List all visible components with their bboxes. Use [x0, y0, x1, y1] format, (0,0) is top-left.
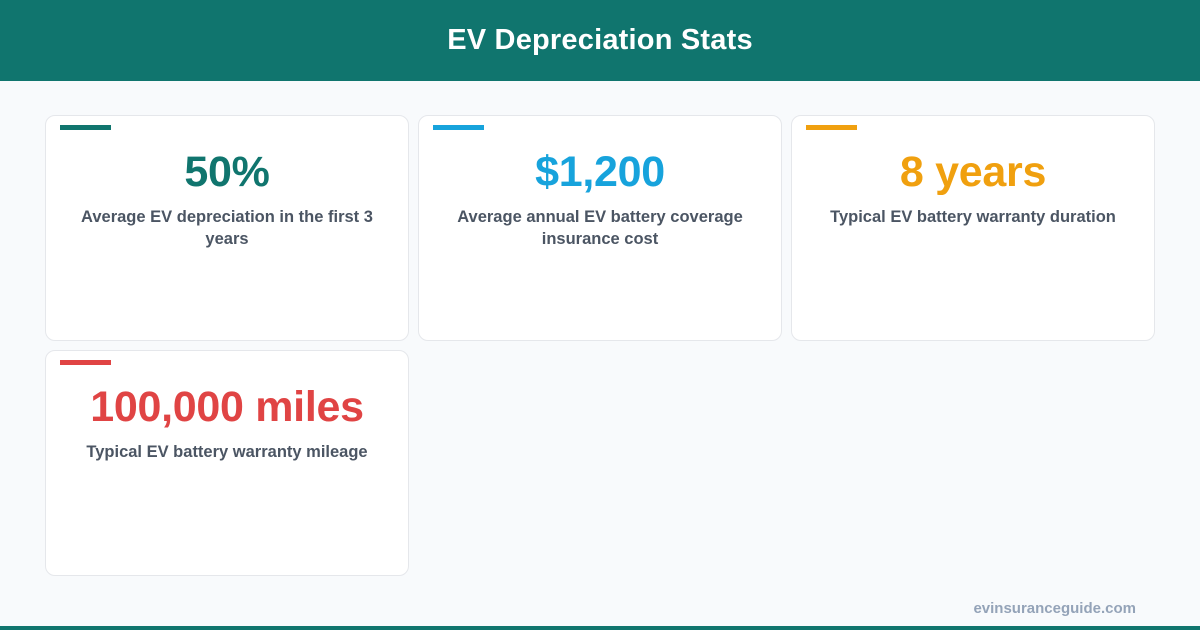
- header-bar: EV Depreciation Stats: [0, 0, 1200, 81]
- stat-value: 8 years: [899, 148, 1047, 196]
- stat-label: Typical EV battery warranty mileage: [86, 443, 368, 461]
- card-accent-bar: [806, 125, 857, 130]
- stat-card-warranty-duration: 8 years Typical EV battery warranty dura…: [791, 115, 1155, 341]
- stat-card-warranty-mileage: 100,000 miles Typical EV battery warrant…: [45, 350, 409, 576]
- stat-card-depreciation: 50% Average EV depreciation in the first…: [45, 115, 409, 341]
- stats-grid: 50% Average EV depreciation in the first…: [45, 115, 1155, 576]
- bottom-accent-bar: [0, 626, 1200, 630]
- page-title: EV Depreciation Stats: [447, 24, 753, 56]
- stat-value: 50%: [184, 148, 270, 196]
- card-accent-bar: [60, 125, 111, 130]
- stat-card-insurance-cost: $1,200 Average annual EV battery coverag…: [418, 115, 782, 341]
- card-accent-bar: [60, 360, 111, 365]
- stat-value: 100,000 miles: [90, 383, 364, 431]
- stat-value: $1,200: [535, 148, 665, 196]
- site-url[interactable]: evinsuranceguide.com: [973, 600, 1136, 617]
- stat-label: Average annual EV battery coverage insur…: [457, 208, 743, 248]
- stat-label: Typical EV battery warranty duration: [830, 208, 1116, 226]
- card-accent-bar: [433, 125, 484, 130]
- stat-label: Average EV depreciation in the first 3 y…: [81, 208, 373, 248]
